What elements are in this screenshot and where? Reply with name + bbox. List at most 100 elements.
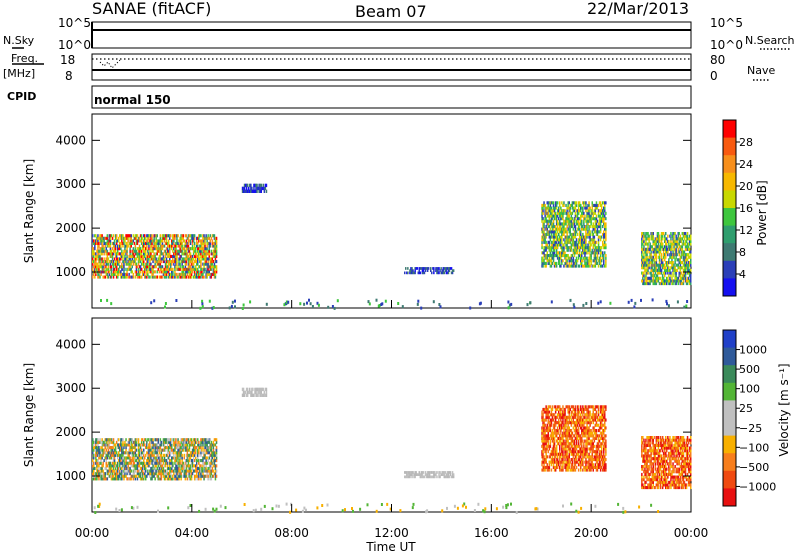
echo-cell	[541, 436, 543, 440]
echo-cell	[442, 269, 444, 272]
echo-cell	[263, 390, 266, 395]
echo-cell	[179, 247, 181, 251]
echo-cell	[593, 238, 596, 242]
echo-cell	[133, 472, 136, 476]
echo-cell	[136, 456, 139, 460]
echo-cell	[170, 440, 172, 444]
echo-cell	[567, 219, 569, 223]
echo-cell	[256, 183, 258, 188]
echo-cell	[549, 209, 552, 213]
echo-cell	[92, 461, 94, 465]
echo-cell	[544, 254, 546, 258]
echo-cell	[138, 464, 141, 468]
echo-cell	[179, 265, 181, 269]
echo-cell	[133, 446, 136, 450]
echo-cell	[143, 461, 145, 465]
echo-cell	[687, 247, 690, 251]
echo-cell	[141, 244, 144, 248]
echo-cell	[589, 248, 591, 252]
echo-cell	[99, 456, 101, 460]
echo-cell	[562, 246, 564, 250]
echo-cell	[109, 474, 112, 478]
echo-cell	[103, 474, 105, 478]
echo-cell	[125, 443, 127, 447]
echo-cell	[656, 247, 659, 251]
echo-cell	[207, 451, 209, 455]
echo-cell	[652, 234, 654, 238]
echo-cell	[97, 453, 99, 457]
echo-cell	[595, 222, 598, 226]
echo-cell	[149, 265, 151, 269]
echo-cell	[151, 440, 153, 444]
echo-cell	[96, 440, 98, 444]
echo-cell	[98, 453, 100, 457]
echo-cell	[111, 446, 114, 450]
echo-cell	[574, 225, 577, 229]
echo-cell	[603, 222, 605, 226]
echo-cell	[688, 242, 691, 246]
echo-cell	[93, 453, 95, 457]
echo-cell	[164, 474, 167, 478]
scatter-cell	[569, 298, 572, 302]
echo-cell	[192, 440, 195, 444]
echo-cell	[541, 450, 543, 454]
echo-cell	[203, 275, 205, 279]
echo-cell	[131, 260, 133, 264]
echo-cell	[577, 246, 580, 250]
echo-cell	[125, 260, 127, 264]
echo-cell	[176, 275, 178, 279]
echo-cell	[105, 459, 107, 463]
echo-cell	[189, 469, 192, 473]
echo-cell	[255, 183, 257, 188]
echo-cell	[552, 222, 555, 226]
echo-cell	[135, 459, 138, 463]
echo-cell	[421, 271, 424, 275]
echo-cell	[170, 446, 172, 450]
echo-cell	[96, 461, 98, 465]
echo-cell	[164, 249, 167, 253]
echo-cell	[678, 242, 680, 246]
echo-cell	[171, 446, 173, 450]
echo-cell	[169, 275, 171, 279]
echo-cell	[172, 464, 174, 468]
echo-cell	[215, 244, 218, 248]
echo-cell	[174, 446, 176, 450]
echo-cell	[644, 282, 646, 286]
echo-cell	[126, 461, 128, 465]
echo-cell	[145, 477, 147, 481]
echo-cell	[115, 472, 118, 476]
echo-cell	[647, 266, 649, 270]
echo-cell	[200, 446, 202, 450]
echo-cell	[147, 241, 149, 245]
echo-cell	[211, 443, 214, 447]
echo-cell	[643, 274, 645, 278]
echo-cell	[646, 279, 648, 283]
echo-cell	[646, 237, 648, 241]
echo-cell	[641, 253, 643, 257]
echo-cell	[92, 469, 94, 473]
echo-cell	[158, 469, 161, 473]
echo-cell	[679, 234, 682, 238]
echo-cell	[681, 247, 684, 251]
scatter-cell	[309, 302, 312, 306]
echo-cell	[668, 282, 670, 286]
echo-cell	[544, 442, 546, 446]
echo-cell	[204, 469, 206, 473]
echo-cell	[98, 254, 100, 258]
echo-cell	[673, 253, 675, 257]
echo-cell	[545, 413, 547, 417]
echo-cell	[443, 475, 445, 479]
echo-cell	[107, 448, 110, 452]
echo-cell	[97, 443, 99, 447]
echo-cell	[209, 472, 211, 476]
echo-cell	[564, 254, 566, 258]
echo-cell	[109, 451, 112, 455]
echo-cell	[164, 275, 167, 279]
echo-cell	[156, 438, 158, 442]
echo-cell	[193, 270, 196, 274]
echo-cell	[552, 214, 555, 218]
echo-cell	[541, 463, 543, 467]
cpid-panel: CPID normal 150	[7, 85, 692, 109]
echo-cell	[140, 249, 143, 253]
echo-cell	[130, 267, 132, 271]
